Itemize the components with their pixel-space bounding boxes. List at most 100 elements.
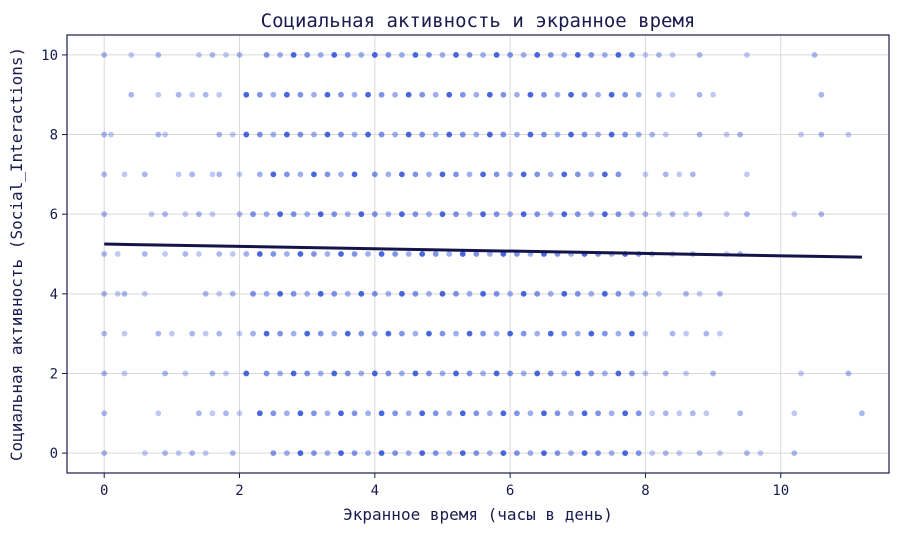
data-point — [189, 330, 196, 337]
data-point — [507, 52, 514, 58]
data-point — [426, 370, 432, 377]
data-point — [412, 211, 419, 218]
data-point — [297, 91, 304, 98]
data-point — [615, 370, 622, 377]
x-tick-label: 4 — [371, 483, 379, 499]
data-point — [669, 211, 676, 218]
data-point — [703, 330, 710, 337]
x-tick-label: 2 — [235, 483, 243, 499]
data-point — [737, 131, 744, 138]
data-point — [642, 52, 649, 58]
data-point — [480, 52, 486, 58]
data-point — [175, 91, 182, 98]
data-point — [405, 410, 412, 417]
data-point — [744, 211, 750, 218]
data-point — [473, 131, 480, 138]
data-point — [101, 52, 108, 58]
data-point — [419, 131, 426, 138]
data-point — [500, 251, 507, 257]
data-point — [101, 131, 108, 138]
data-point — [182, 251, 189, 257]
data-point — [311, 410, 317, 417]
data-point — [723, 131, 730, 138]
data-point — [629, 211, 635, 218]
data-point — [141, 450, 148, 456]
data-point — [493, 370, 500, 377]
data-point — [649, 410, 656, 417]
data-point — [229, 290, 236, 297]
data-point — [568, 91, 574, 98]
data-point — [459, 410, 466, 417]
data-point — [351, 251, 358, 257]
data-point — [710, 370, 716, 377]
x-tick-label: 8 — [641, 483, 649, 499]
data-point — [635, 131, 642, 138]
data-point — [311, 131, 317, 138]
data-point — [419, 410, 426, 417]
data-point — [541, 450, 547, 456]
data-point — [351, 171, 358, 178]
data-point — [574, 290, 581, 297]
data-point — [209, 370, 216, 377]
data-point — [601, 370, 608, 377]
data-point — [561, 330, 568, 337]
data-point — [398, 330, 405, 337]
data-point — [297, 131, 304, 138]
data-point — [554, 450, 561, 456]
data-point — [419, 251, 426, 257]
data-point — [439, 370, 446, 377]
data-point — [710, 91, 716, 98]
data-point — [588, 52, 595, 58]
data-point — [791, 211, 798, 218]
trend-line — [104, 242, 862, 259]
data-point — [189, 91, 196, 98]
data-point — [493, 211, 500, 218]
data-point — [574, 52, 581, 58]
data-point — [162, 370, 168, 377]
data-point — [500, 91, 507, 98]
data-point — [534, 290, 541, 297]
data-point — [392, 251, 399, 257]
data-point — [642, 171, 649, 178]
data-point — [459, 450, 466, 456]
data-point — [250, 330, 256, 337]
data-point — [642, 330, 649, 337]
data-point — [121, 370, 128, 377]
data-point — [574, 171, 581, 178]
data-point — [480, 171, 486, 178]
data-point — [561, 290, 568, 297]
data-point — [507, 330, 514, 337]
data-point — [250, 290, 256, 297]
data-point — [683, 370, 689, 377]
data-point — [236, 52, 243, 58]
data-point — [581, 131, 588, 138]
data-point — [209, 410, 216, 417]
data-point — [317, 211, 324, 218]
data-point — [534, 370, 541, 377]
data-point — [500, 131, 507, 138]
data-point — [520, 330, 527, 337]
data-point — [331, 211, 338, 218]
data-point — [196, 251, 202, 257]
data-point — [155, 91, 162, 98]
data-point — [371, 52, 378, 58]
data-point — [412, 171, 419, 178]
data-point — [270, 251, 277, 257]
data-point — [277, 330, 284, 337]
data-point — [338, 450, 344, 456]
data-point — [507, 171, 514, 178]
trend-layer — [104, 242, 862, 259]
data-point — [263, 211, 270, 218]
data-point — [554, 410, 561, 417]
data-point — [209, 171, 216, 178]
data-point — [595, 450, 601, 456]
data-point — [392, 410, 399, 417]
data-point — [845, 131, 852, 138]
data-point — [162, 450, 168, 456]
data-point — [290, 52, 297, 58]
data-point — [196, 410, 202, 417]
data-point — [162, 251, 168, 257]
data-point — [615, 211, 622, 218]
data-point — [392, 131, 399, 138]
